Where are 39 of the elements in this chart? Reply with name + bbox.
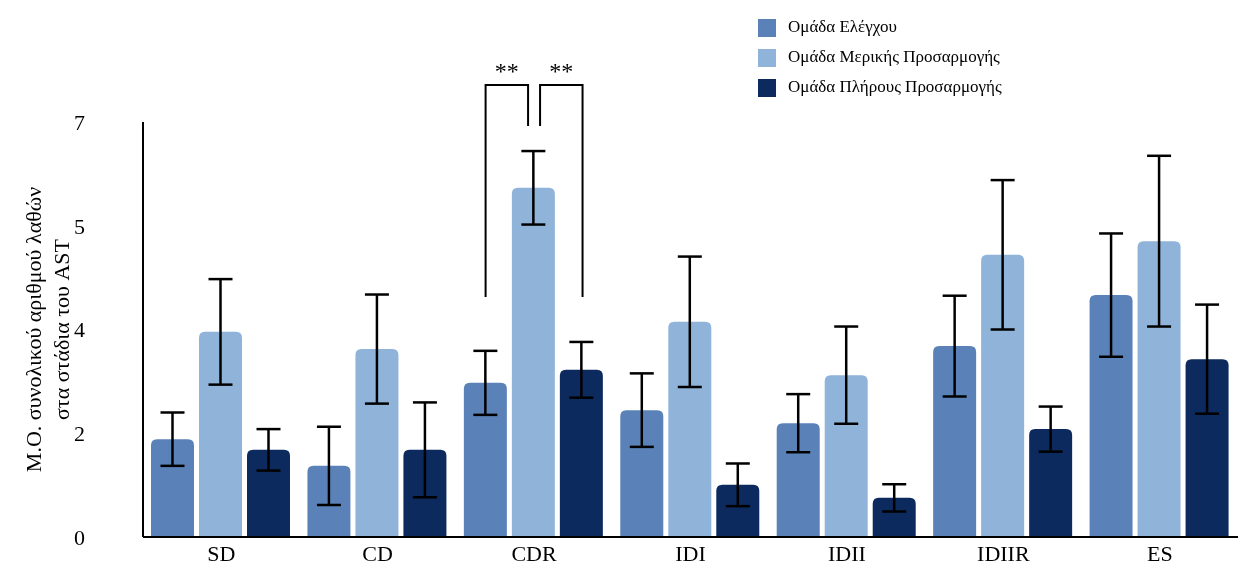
- legend-label: Ομάδα Πλήρους Προσαρμογής: [788, 77, 1002, 96]
- bar: [1029, 429, 1073, 537]
- bar: [463, 382, 507, 537]
- bar: [247, 449, 290, 537]
- y-tick-label: 5: [74, 213, 85, 239]
- bar: [776, 423, 820, 537]
- x-tick-label: SD: [207, 540, 236, 566]
- bar: [1185, 359, 1229, 537]
- bar: [307, 465, 351, 537]
- bar: [151, 439, 194, 537]
- bar: [511, 187, 555, 537]
- y-tick-label: 4: [74, 317, 85, 343]
- legend-label: Ομάδα Ελέγχου: [788, 17, 897, 36]
- bar: [1089, 295, 1133, 537]
- bar: [559, 369, 603, 537]
- y-tick-label: 0: [74, 524, 85, 550]
- bar: [981, 254, 1025, 537]
- bar: [403, 449, 447, 537]
- text: **: [549, 58, 574, 84]
- bar: [872, 497, 916, 537]
- text: **: [494, 58, 519, 84]
- bar: [355, 349, 399, 537]
- y-tick-label: 2: [74, 421, 85, 447]
- legend-label: Ομάδα Μερικής Προσαρμογής: [788, 47, 1000, 66]
- y-tick-label: 7: [74, 109, 85, 135]
- bar: [933, 346, 977, 537]
- bar: [1137, 241, 1181, 537]
- x-tick-label: ES: [1146, 540, 1173, 566]
- x-tick-label: IDII: [827, 540, 866, 566]
- bar: [716, 484, 760, 537]
- x-tick-label: CD: [362, 540, 393, 566]
- x-tick-label: IDI: [675, 540, 706, 566]
- bar: [824, 375, 868, 537]
- x-tick-label: CDR: [511, 540, 558, 566]
- bar: [199, 331, 242, 537]
- y-axis-title: Μ.Ο. συνολικού αριθμού λαθών στα στάδια του AST: [21, 186, 74, 473]
- bar: [620, 410, 664, 537]
- x-tick-label: IDIIR: [977, 540, 1030, 566]
- bar: [668, 321, 712, 537]
